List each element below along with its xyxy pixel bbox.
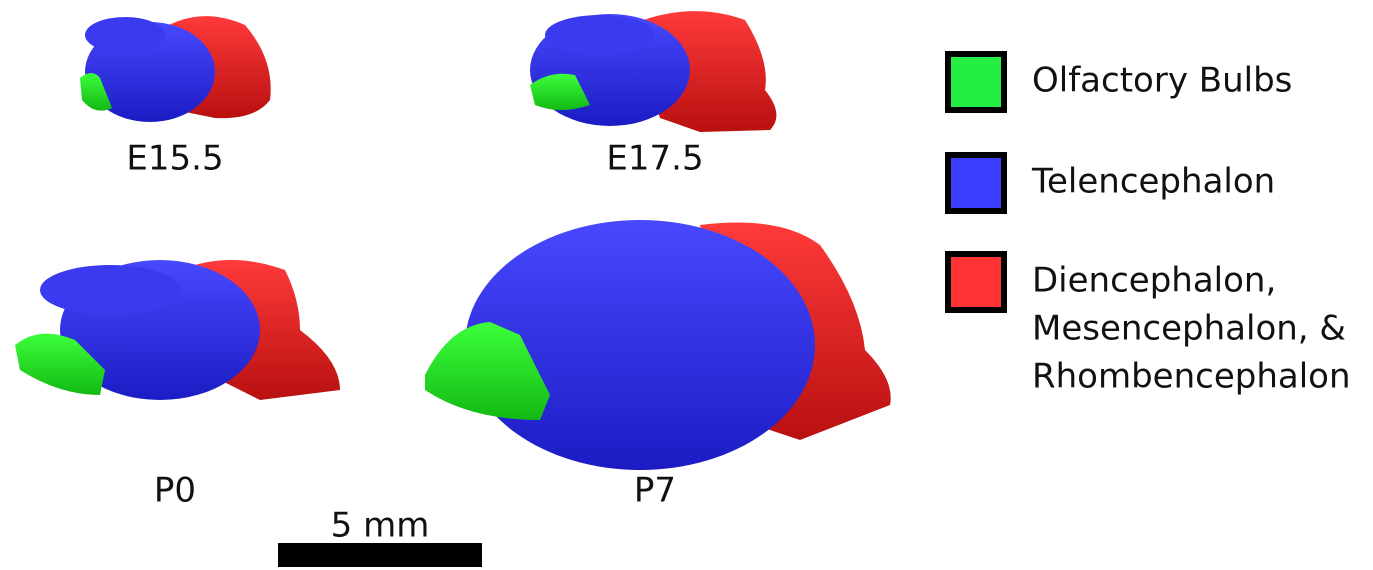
panel-label: P7 xyxy=(634,471,676,511)
legend-label: Rhombencephalon xyxy=(1032,357,1351,397)
legend-label: Mesencephalon, & xyxy=(1032,309,1346,349)
brain-e15 xyxy=(80,16,271,122)
panel-label: E17.5 xyxy=(606,139,703,179)
panel-label: P0 xyxy=(154,471,196,511)
brain-p7 xyxy=(425,220,891,470)
panel-label: E15.5 xyxy=(126,139,223,179)
legend-swatch xyxy=(948,54,1004,110)
legend-label: Olfactory Bulbs xyxy=(1032,61,1292,101)
figure: E15.5 E17.5 P0 P7 5 mm Olfactory Bulbs T… xyxy=(0,0,1373,570)
scale-bar xyxy=(278,543,482,567)
legend-swatch xyxy=(948,155,1004,211)
legend-swatch xyxy=(948,254,1004,310)
legend-label: Telencephalon xyxy=(1031,162,1275,202)
legend-label: Diencephalon, xyxy=(1032,261,1276,301)
brain-p0 xyxy=(15,260,340,400)
brain-e17 xyxy=(530,11,776,132)
scale-bar-label: 5 mm xyxy=(331,506,430,546)
